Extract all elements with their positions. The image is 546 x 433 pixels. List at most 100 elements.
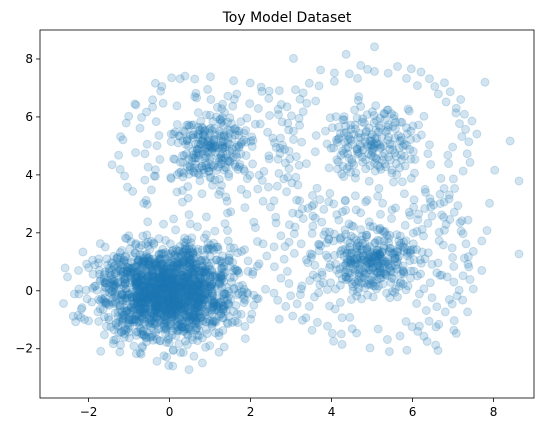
data-point — [137, 283, 147, 293]
data-point — [187, 233, 197, 243]
data-point — [151, 307, 161, 317]
data-point — [185, 279, 195, 289]
data-point — [157, 316, 167, 326]
data-point — [184, 276, 194, 286]
data-point — [133, 257, 143, 267]
data-point — [108, 299, 118, 308]
data-point — [167, 288, 177, 298]
data-point — [190, 319, 200, 329]
data-point — [174, 258, 184, 268]
data-point — [356, 225, 366, 235]
data-point — [155, 292, 165, 302]
data-point — [396, 150, 406, 160]
data-point — [121, 284, 131, 294]
data-point — [207, 279, 217, 289]
data-point — [163, 293, 173, 303]
data-point — [133, 327, 143, 337]
data-point — [132, 283, 142, 293]
data-point — [194, 281, 204, 291]
data-point — [122, 262, 132, 272]
data-point — [158, 298, 168, 308]
data-point — [191, 307, 201, 317]
data-point — [189, 351, 199, 361]
data-point — [148, 270, 158, 280]
data-point — [157, 295, 167, 305]
data-point — [180, 276, 190, 286]
data-point — [160, 321, 170, 331]
data-point — [176, 304, 186, 313]
data-point — [193, 307, 203, 317]
data-point — [197, 299, 207, 309]
data-point — [341, 49, 351, 59]
data-point — [136, 297, 146, 307]
data-point — [87, 297, 97, 307]
data-point — [480, 77, 490, 87]
data-point — [412, 226, 422, 236]
data-point — [170, 278, 180, 288]
data-point — [171, 321, 181, 331]
data-point — [181, 244, 191, 254]
data-point — [297, 204, 307, 214]
data-point — [361, 268, 371, 278]
data-point — [192, 291, 202, 301]
data-point — [188, 292, 198, 302]
data-point — [196, 265, 206, 275]
data-point — [159, 283, 168, 293]
data-point — [137, 287, 147, 297]
data-point — [159, 298, 169, 308]
data-point — [160, 284, 170, 294]
data-point — [120, 252, 130, 262]
data-point — [152, 290, 162, 300]
data-point — [169, 280, 179, 290]
data-point — [164, 279, 174, 289]
data-point — [107, 160, 117, 170]
data-point — [342, 254, 352, 264]
data-point — [104, 266, 114, 276]
data-point — [201, 264, 211, 274]
data-point — [412, 81, 422, 91]
data-point — [165, 277, 175, 286]
data-point — [100, 242, 110, 252]
data-point — [178, 256, 188, 266]
data-point — [193, 280, 203, 290]
data-point — [138, 271, 148, 281]
data-point — [258, 196, 268, 206]
data-point — [258, 239, 268, 249]
data-point — [229, 76, 239, 86]
data-point — [380, 226, 390, 236]
data-point — [135, 305, 145, 315]
data-point — [141, 303, 151, 313]
data-point — [161, 266, 171, 276]
data-point — [125, 321, 135, 331]
data-point — [132, 309, 142, 319]
data-point — [227, 119, 236, 129]
data-point — [449, 316, 459, 326]
data-point — [193, 244, 203, 254]
data-point — [138, 319, 148, 329]
data-point — [177, 277, 187, 287]
data-point — [353, 73, 362, 83]
data-point — [209, 238, 219, 248]
data-point — [249, 300, 259, 310]
data-point — [131, 330, 141, 340]
data-point — [436, 173, 446, 183]
data-point — [157, 264, 167, 274]
data-point — [186, 284, 196, 293]
data-point — [111, 291, 121, 301]
data-point — [383, 68, 393, 78]
data-point — [214, 311, 224, 321]
data-point — [168, 297, 178, 306]
data-point — [183, 266, 193, 276]
data-point — [120, 256, 130, 266]
data-point — [198, 316, 208, 326]
data-point — [157, 309, 166, 319]
data-point — [178, 271, 188, 281]
data-point — [150, 297, 160, 307]
data-point — [174, 299, 184, 309]
data-point — [237, 246, 247, 256]
data-point — [482, 226, 492, 235]
data-point — [118, 310, 128, 320]
data-point — [103, 312, 113, 322]
data-point — [173, 322, 183, 332]
data-point — [181, 296, 191, 306]
